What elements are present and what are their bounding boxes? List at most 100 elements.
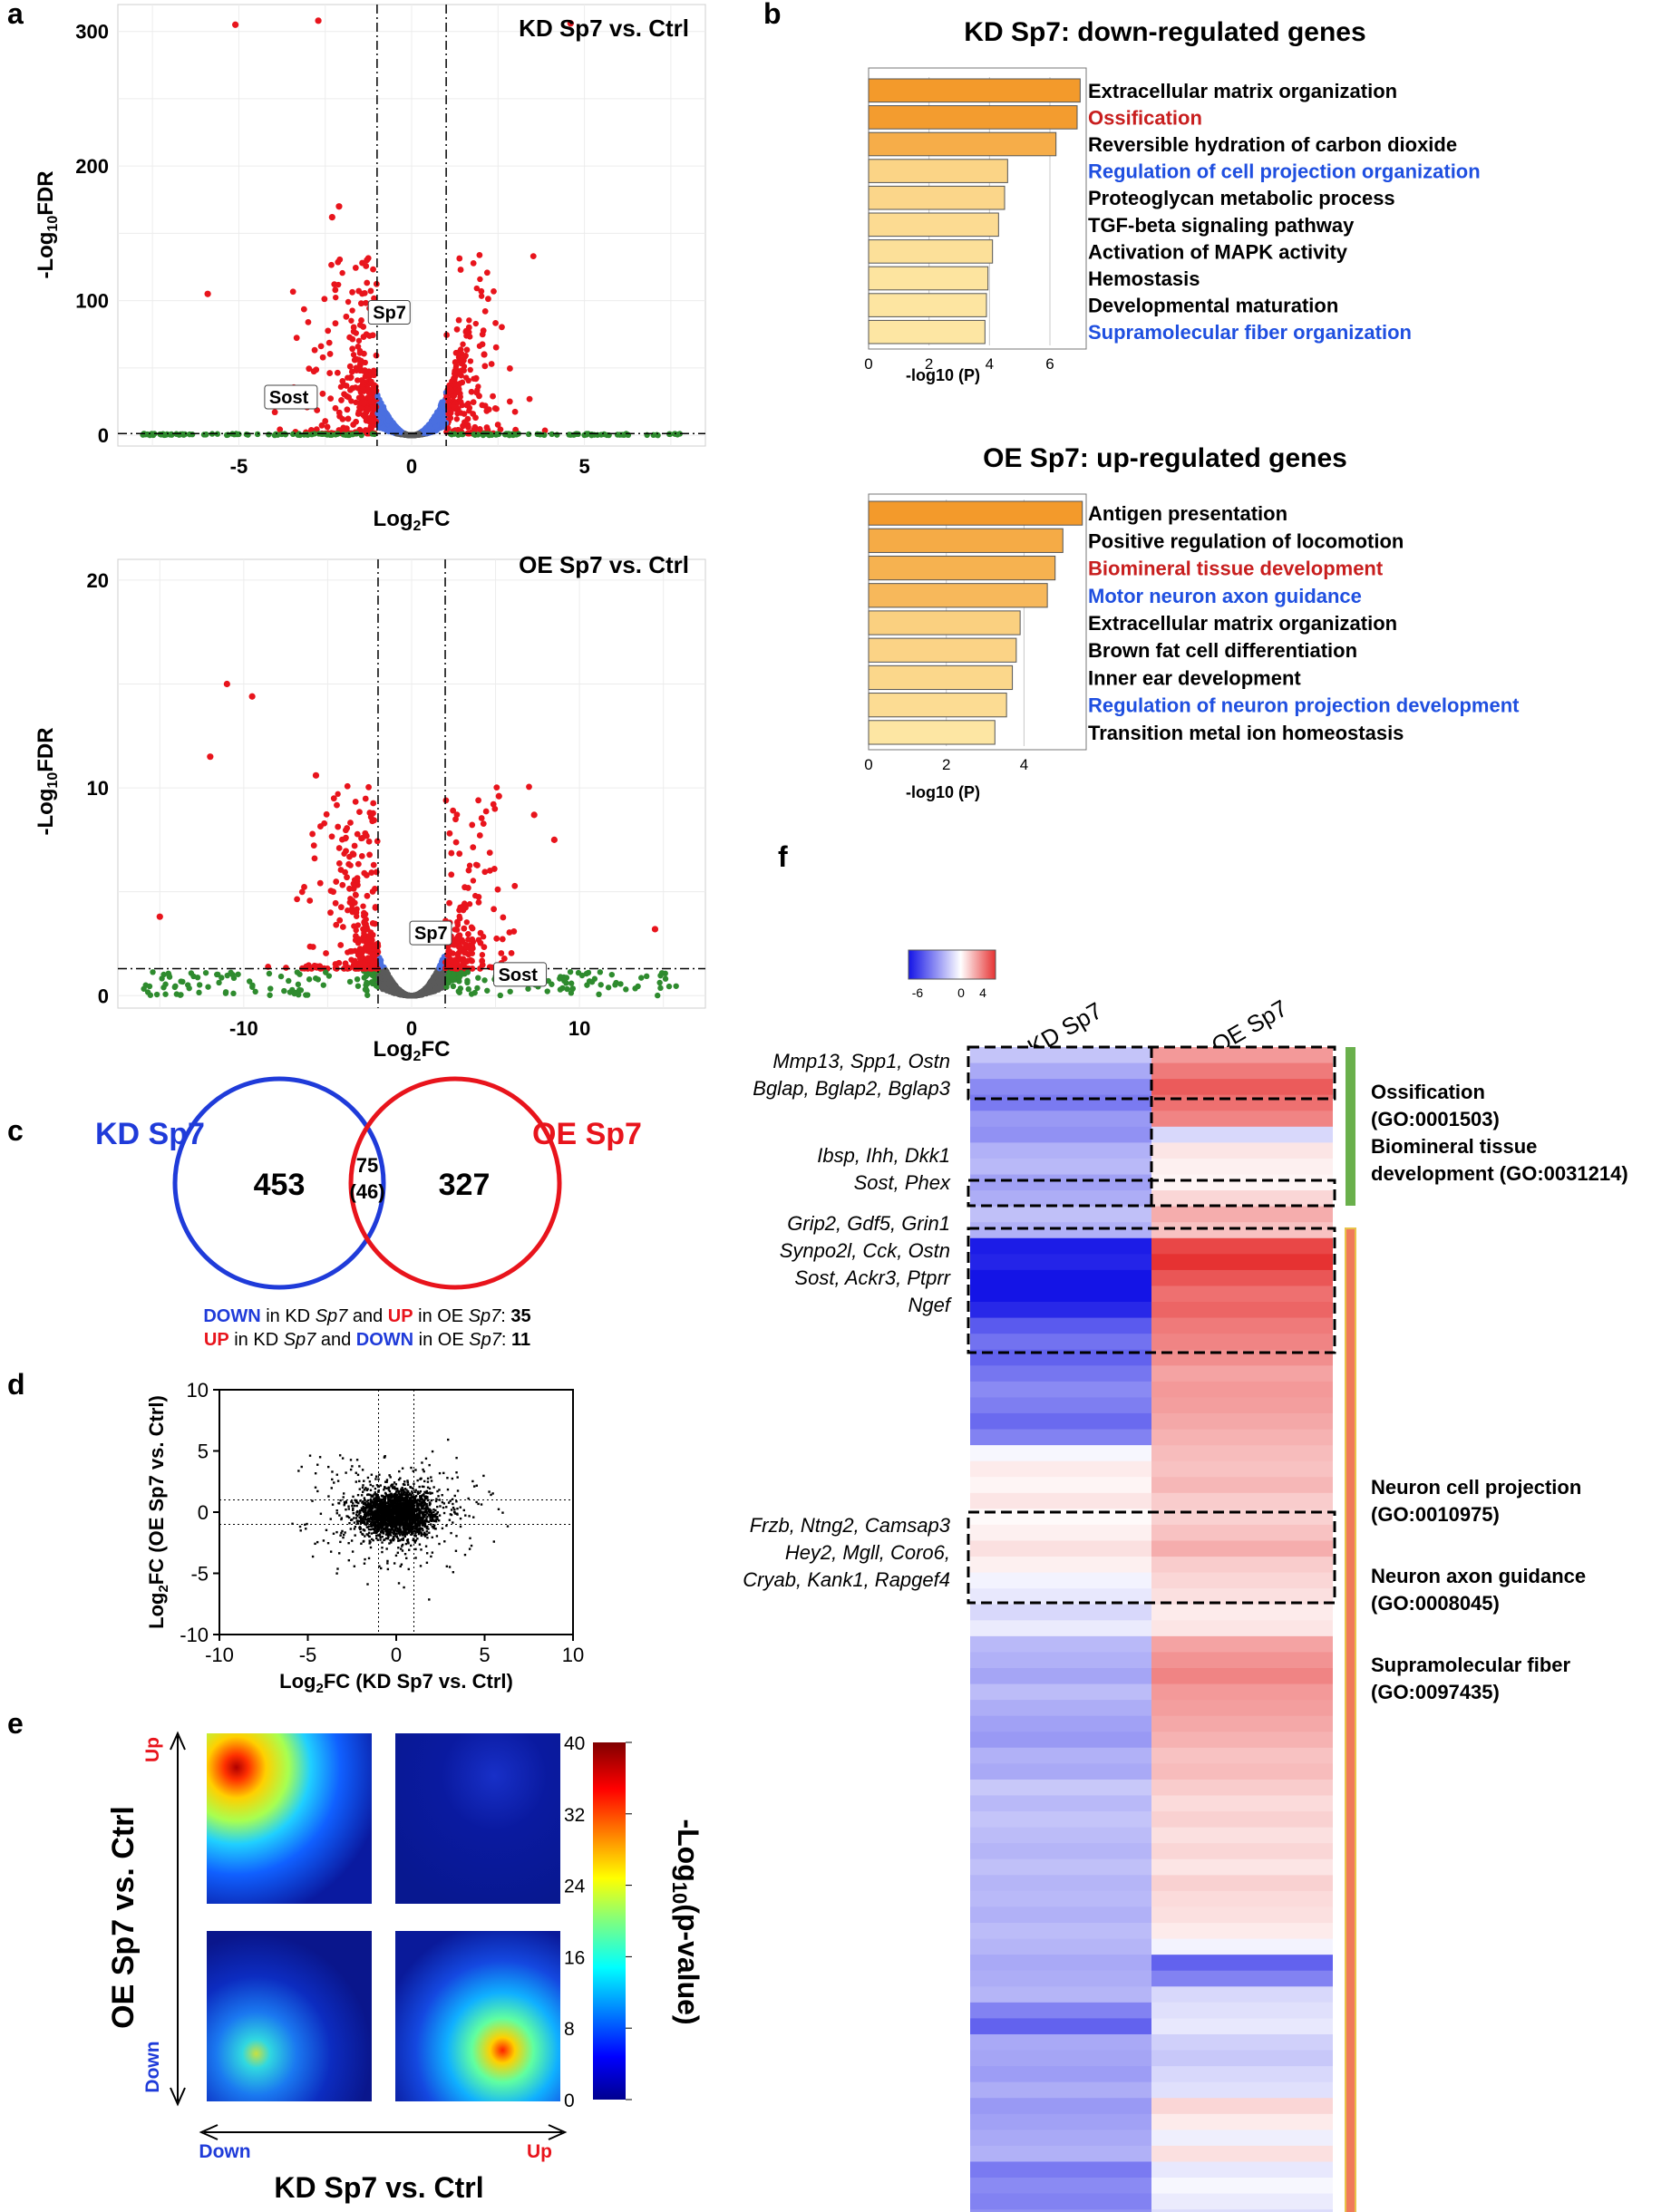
volcano-point [436, 972, 442, 978]
go-bar [868, 665, 1014, 691]
summary1-t3: in OE [413, 1306, 469, 1326]
fc-point [341, 1457, 345, 1460]
volcano-point-ns [287, 989, 294, 995]
go-term-label: TGF-beta signaling pathway [1088, 214, 1355, 237]
y-tick-label: 300 [75, 21, 109, 44]
fc-point [297, 1470, 300, 1472]
fc-point [454, 1549, 458, 1552]
fc-point [359, 1530, 363, 1534]
volcano-point-sig [293, 335, 300, 342]
volcano-point-top [328, 213, 335, 221]
fc-point [401, 1493, 404, 1496]
fc-point [418, 1485, 421, 1489]
volcano-point [398, 988, 405, 995]
fc-point [361, 1486, 364, 1489]
go-bar [868, 693, 1007, 718]
volcano-point-top [204, 290, 211, 297]
x-tick-label: 0 [406, 455, 417, 478]
volcano-point-ns [537, 432, 543, 438]
volcano-point-sig [344, 825, 351, 831]
volcano-point-sig [469, 936, 476, 943]
volcano-point-sig [354, 830, 361, 838]
fc-point [410, 1466, 413, 1470]
volcano-point-ns [655, 992, 661, 999]
volcano-point [426, 989, 432, 996]
volcano-point-ns [286, 977, 292, 985]
fc-point [480, 1503, 483, 1506]
fc-point [347, 1508, 350, 1510]
fc-point [420, 1500, 423, 1504]
volcano-point-sig [355, 860, 362, 868]
volcano-point-ns [196, 982, 203, 988]
go-term-label: Extracellular matrix organization [1088, 612, 1397, 635]
volcano-point-sig [328, 833, 335, 840]
volcano-point-ns [561, 977, 568, 985]
volcano-oe-grid [118, 559, 705, 1008]
volcano-point [355, 377, 361, 383]
volcano-point-sig [465, 930, 471, 937]
volcano-point-sig [483, 269, 491, 276]
volcano-point-sig [348, 368, 355, 375]
volcano-point-sig [511, 408, 519, 415]
volcano-oe-ylabel: -Log10FDR [34, 727, 61, 835]
fc-point [354, 1534, 356, 1537]
fc-point [351, 1550, 355, 1553]
volcano-point-sig [366, 393, 373, 400]
fc-point [425, 1528, 429, 1530]
fc-point [431, 1519, 433, 1523]
fc-point [392, 1538, 395, 1542]
venn-label-oe: OE Sp7 [532, 1117, 642, 1151]
volcano-point-sig [358, 852, 365, 859]
fc-point [367, 1528, 371, 1531]
volcano-point-sig [357, 300, 364, 307]
volcano-point-ns [583, 432, 589, 438]
volcano-point-ns [481, 977, 488, 984]
volcano-point-sig [336, 917, 344, 924]
volcano-point-ns [252, 988, 258, 995]
go-term-label: Regulation of cell projection organizati… [1088, 160, 1481, 183]
volcano-point-sig [335, 959, 343, 966]
volcano-point-sig [349, 288, 355, 296]
volcano-point-ns [315, 976, 322, 983]
fc-point [347, 1541, 350, 1545]
volcano-point-sig [483, 407, 491, 414]
volcano-point-sig [335, 845, 343, 851]
fc-point [395, 1487, 399, 1490]
fc-point [425, 1561, 429, 1564]
fc-point [362, 1515, 364, 1518]
x-tick-label: 0 [406, 1017, 417, 1040]
volcano-point-sig [360, 350, 367, 357]
gene-label-sp7: Sp7 [414, 924, 448, 944]
summary2-sp7a: Sp7 [284, 1330, 316, 1350]
volcano-point-sig [455, 316, 462, 324]
volcano-point-ns [281, 987, 287, 994]
fc-point [426, 1496, 429, 1499]
volcano-point-sig [322, 418, 329, 424]
volcano-point-sig [357, 357, 364, 364]
fc-point [371, 1494, 374, 1497]
volcano-point-sig [541, 427, 549, 434]
venn-only-kd: 453 [254, 1168, 306, 1202]
volcano-point-sig [462, 904, 469, 911]
summary2-up: UP [204, 1330, 229, 1350]
volcano-point-ns [295, 981, 302, 988]
volcano-point [435, 411, 442, 417]
volcano-point-sig [355, 881, 361, 888]
volcano-point [339, 269, 345, 276]
volcano-point-ns [171, 984, 179, 991]
volcano-point-sig [343, 834, 349, 841]
fc-point [412, 1500, 414, 1504]
fc-point [394, 1526, 398, 1528]
fc-point [399, 1477, 402, 1480]
fc-point [428, 1487, 432, 1490]
volcano-point [467, 366, 473, 374]
fc-point [423, 1525, 426, 1528]
volcano-point-ns [481, 431, 487, 438]
volcano-point-sig [367, 398, 374, 405]
fc-point [448, 1566, 452, 1568]
volcano-point [465, 377, 471, 384]
volcano-point-sig [352, 798, 359, 805]
volcano-point-sig [371, 382, 378, 389]
volcano-point-sig [469, 925, 476, 932]
